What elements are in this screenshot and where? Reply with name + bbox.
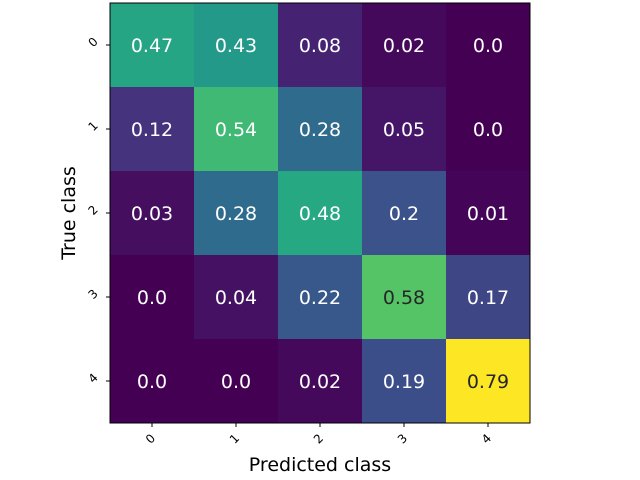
cell-value-label: 0.0: [137, 287, 167, 309]
heatmap-cell: [278, 339, 363, 424]
cell-value-label: 0.04: [215, 287, 257, 309]
cell-value-label: 0.28: [215, 203, 257, 225]
heatmap-cell: [194, 3, 279, 88]
heatmap-cell: [446, 3, 531, 88]
x-axis-label: Predicted class: [249, 454, 391, 476]
cell-value-label: 0.0: [137, 371, 167, 393]
cell-value-label: 0.0: [473, 35, 503, 57]
heatmap-cell: [110, 255, 195, 340]
x-axis-ticks: 0 1 2 3 4: [143, 423, 494, 447]
x-tick-label: 0: [143, 431, 158, 446]
cell-value-label: 0.0: [473, 119, 503, 141]
cell-value-label: 0.43: [215, 35, 257, 57]
y-axis-label: True class: [58, 166, 80, 261]
heatmap-cell: [446, 255, 531, 340]
heatmap-cell: [446, 339, 531, 424]
cell-value-label: 0.22: [299, 287, 341, 309]
x-tick-label: 2: [311, 431, 326, 446]
x-tick-label: 3: [395, 431, 410, 446]
cell-value-label: 0.02: [299, 371, 341, 393]
cell-value-label: 0.19: [383, 371, 425, 393]
cell-value-label: 0.03: [131, 203, 173, 225]
y-tick-label: 3: [86, 287, 101, 302]
heatmap-cell: [110, 339, 195, 424]
heatmap-value-labels: 0.47 0.43 0.08 0.02 0.0 0.12 0.54 0.28 0.05 0.0 0.…: [131, 35, 509, 393]
heatmap-cell: [362, 87, 447, 172]
cell-value-label: 0.0: [221, 371, 251, 393]
cell-value-label: 0.2: [389, 203, 419, 225]
heatmap-cell: [194, 339, 279, 424]
heatmap-cell: [278, 171, 363, 256]
cell-value-label: 0.79: [467, 371, 509, 393]
y-tick-label: 1: [86, 119, 101, 134]
x-tick-label: 1: [227, 431, 242, 446]
heatmap-cell: [110, 3, 195, 88]
heatmap-cell: [362, 255, 447, 340]
cell-value-label: 0.54: [215, 119, 257, 141]
heatmap-cell: [446, 171, 531, 256]
heatmap-cell: [446, 87, 531, 172]
heatmap-cell: [194, 171, 279, 256]
heatmap-cell: [194, 87, 279, 172]
cell-value-label: 0.47: [131, 35, 173, 57]
cell-value-label: 0.12: [131, 119, 173, 141]
heatmap-cell: [278, 87, 363, 172]
cell-value-label: 0.02: [383, 35, 425, 57]
cell-value-label: 0.58: [383, 287, 425, 309]
y-tick-label: 4: [86, 371, 101, 386]
heatmap-cell: [194, 255, 279, 340]
heatmap-cell: [278, 255, 363, 340]
cell-value-label: 0.08: [299, 35, 341, 57]
y-tick-label: 2: [86, 203, 101, 218]
heatmap-cell: [362, 171, 447, 256]
heatmap-cell: [110, 171, 195, 256]
heatmap-cell: [110, 87, 195, 172]
heatmap-cells: [110, 3, 531, 424]
y-tick-label: 0: [86, 35, 101, 50]
heatmap-cell: [362, 3, 447, 88]
cell-value-label: 0.05: [383, 119, 425, 141]
y-axis-ticks: 0 1 2 3 4: [86, 35, 110, 386]
heatmap-cell: [362, 339, 447, 424]
x-tick-label: 4: [479, 431, 494, 446]
cell-value-label: 0.17: [467, 287, 509, 309]
cell-value-label: 0.28: [299, 119, 341, 141]
heatmap-cell: [278, 3, 363, 88]
cell-value-label: 0.48: [299, 203, 341, 225]
cell-value-label: 0.01: [467, 203, 509, 225]
